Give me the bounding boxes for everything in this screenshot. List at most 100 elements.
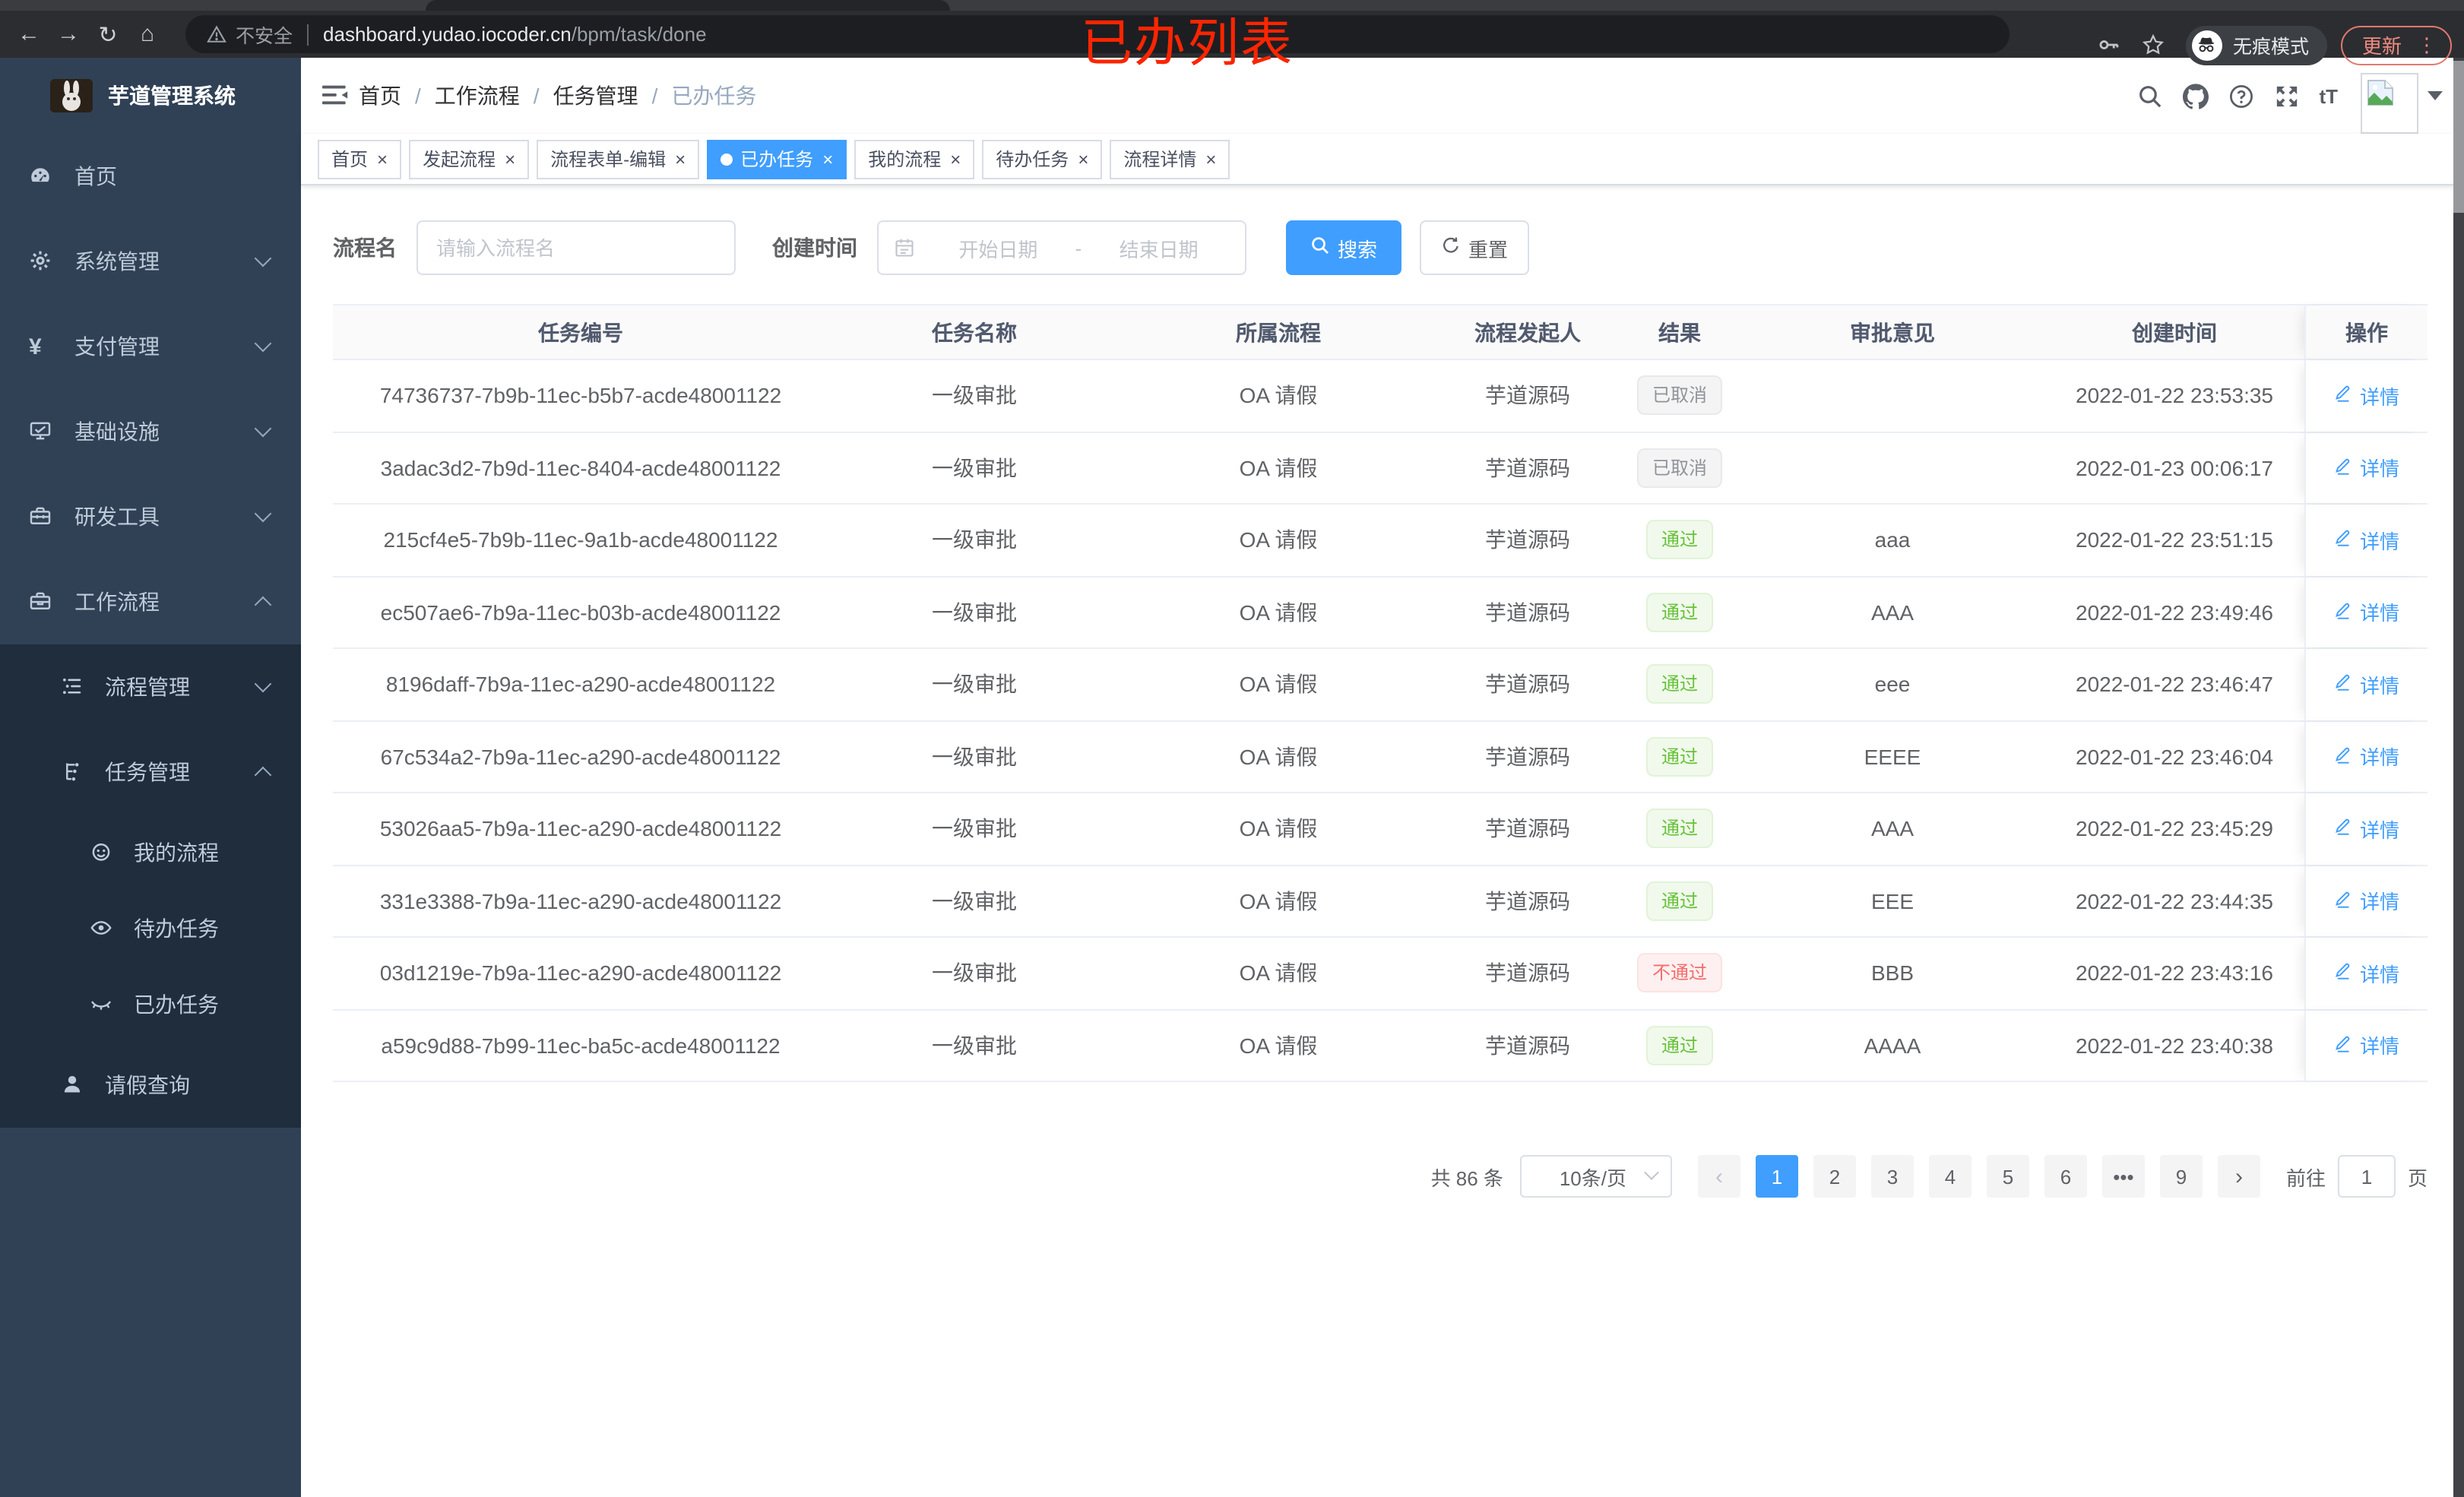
browser-menu-icon[interactable]: ⋮ <box>2417 33 2437 55</box>
github-icon[interactable] <box>2182 83 2209 109</box>
page-button-0[interactable]: 1 <box>1755 1155 1798 1198</box>
fullscreen-icon[interactable] <box>2273 83 2299 109</box>
page-size-select[interactable]: 10条/页 <box>1519 1155 1672 1198</box>
font-size-icon[interactable]: tT <box>2319 84 2338 107</box>
address-separator <box>306 24 309 45</box>
browser-forward-icon[interactable]: → <box>57 21 80 47</box>
tab-close-icon[interactable]: × <box>822 148 834 169</box>
prev-page-button[interactable]: ‹ <box>1697 1155 1740 1198</box>
sidebar-item-0[interactable]: 首页 <box>0 134 301 219</box>
bookmark-star-icon[interactable] <box>2142 33 2165 56</box>
search-icon[interactable] <box>2136 83 2162 109</box>
address-bar[interactable]: 不安全 dashboard.yudao.iocoder.cn/bpm/task/… <box>185 15 2010 53</box>
page-button-4[interactable]: 5 <box>1986 1155 2029 1198</box>
tab-5[interactable]: 待办任务 × <box>982 139 1103 179</box>
sidebar-item-4[interactable]: 研发工具 <box>0 474 301 559</box>
sidebar-item-2[interactable]: ¥ 支付管理 <box>0 304 301 389</box>
sidebar-collapse-icon[interactable] <box>322 84 348 106</box>
process-name-input[interactable] <box>436 236 716 259</box>
detail-link[interactable]: 详情 <box>2334 670 2399 699</box>
status-badge: 通过 <box>1645 736 1713 777</box>
cell-comment: AAA <box>1870 816 1914 841</box>
page-button-3[interactable]: 4 <box>1928 1155 1972 1198</box>
cell-created: 2022-01-22 23:46:04 <box>2076 744 2273 769</box>
page-scrollbar[interactable] <box>2453 58 2464 1497</box>
help-icon[interactable] <box>2228 83 2253 109</box>
tab-close-icon[interactable]: × <box>950 148 961 169</box>
edit-icon <box>2334 1033 2360 1058</box>
goto-page-input[interactable] <box>2337 1155 2396 1198</box>
detail-link[interactable]: 详情 <box>2334 887 2399 916</box>
cell-result: 通过 <box>1619 520 1740 560</box>
tab-4[interactable]: 我的流程 × <box>854 139 975 179</box>
search-button[interactable]: 搜索 <box>1286 220 1401 275</box>
update-button[interactable]: 更新 ⋮ <box>2340 25 2452 65</box>
detail-link[interactable]: 详情 <box>2334 815 2399 843</box>
tab-6[interactable]: 流程详情 × <box>1110 139 1230 179</box>
detail-link[interactable]: 详情 <box>2334 959 2399 988</box>
cell-process: OA 请假 <box>1239 961 1318 986</box>
avatar-caret-icon[interactable] <box>2428 91 2443 100</box>
key-icon[interactable] <box>2098 33 2120 56</box>
start-date-placeholder[interactable]: 开始日期 <box>958 238 1038 261</box>
browser-reload-icon[interactable]: ↻ <box>98 22 118 48</box>
sidebar-subitem-icon <box>61 1073 85 1097</box>
sidebar-subitem-2[interactable]: 我的流程 <box>0 815 301 891</box>
sidebar-item-icon <box>29 164 53 188</box>
breadcrumb-item-current: 已办任务 <box>671 84 757 108</box>
end-date-placeholder[interactable]: 结束日期 <box>1119 238 1199 261</box>
tab-close-icon[interactable]: × <box>675 148 686 169</box>
tab-close-icon[interactable]: × <box>377 148 388 169</box>
detail-link[interactable]: 详情 <box>2334 598 2399 627</box>
sidebar-item-1[interactable]: 系统管理 <box>0 219 301 304</box>
avatar[interactable] <box>2361 73 2418 134</box>
cell-action: 详情 <box>2304 360 2428 431</box>
date-range-picker[interactable]: 开始日期 - 结束日期 <box>877 220 1246 275</box>
browser-home-icon[interactable]: ⌂ <box>140 21 155 47</box>
chevron-icon <box>257 347 271 360</box>
tab-close-icon[interactable]: × <box>1205 148 1217 169</box>
detail-link[interactable]: 详情 <box>2334 381 2399 410</box>
sidebar-subitem-1[interactable]: 任务管理 <box>0 730 301 815</box>
cell-process: OA 请假 <box>1239 600 1318 625</box>
cell-comment: EEE <box>1870 888 1914 913</box>
sidebar-subitem-label: 我的流程 <box>134 840 219 865</box>
process-name-label: 流程名 <box>333 236 397 260</box>
sidebar-subitem-0[interactable]: 流程管理 <box>0 644 301 730</box>
detail-link-label: 详情 <box>2359 674 2399 698</box>
column-header: 创建时间 <box>2132 320 2217 344</box>
tab-close-icon[interactable]: × <box>505 148 516 169</box>
tab-2[interactable]: 流程表单-编辑 × <box>537 139 700 179</box>
tab-label: 流程详情 <box>1123 149 1197 170</box>
tab-0[interactable]: 首页 × <box>318 139 402 179</box>
cell-starter: 芋道源码 <box>1485 455 1570 480</box>
breadcrumb-item[interactable]: 工作流程 <box>434 84 520 108</box>
sidebar-item-5[interactable]: 工作流程 <box>0 559 301 644</box>
detail-link[interactable]: 详情 <box>2334 742 2399 771</box>
next-page-button[interactable]: › <box>2217 1155 2260 1198</box>
reset-button[interactable]: 重置 <box>1420 220 1529 275</box>
breadcrumb-item[interactable]: 首页 <box>359 84 401 108</box>
scrollbar-thumb[interactable] <box>2453 61 2464 213</box>
sidebar-item-3[interactable]: 基础设施 <box>0 389 301 474</box>
sidebar-item-label: 首页 <box>74 164 117 188</box>
browser-back-icon[interactable]: ← <box>17 21 40 47</box>
status-badge: 通过 <box>1645 809 1713 849</box>
page-button-5[interactable]: 6 <box>2044 1155 2087 1198</box>
tab-3[interactable]: 已办任务 × <box>707 139 847 179</box>
detail-link[interactable]: 详情 <box>2334 454 2399 483</box>
sidebar-subitem-3[interactable]: 待办任务 <box>0 891 301 967</box>
sidebar-subitem-4[interactable]: 已办任务 <box>0 967 301 1043</box>
page-button-1[interactable]: 2 <box>1813 1155 1856 1198</box>
detail-link[interactable]: 详情 <box>2334 1031 2399 1060</box>
breadcrumb-item[interactable]: 任务管理 <box>553 84 638 108</box>
detail-link[interactable]: 详情 <box>2334 526 2399 555</box>
sidebar-subitem-5[interactable]: 请假查询 <box>0 1043 301 1128</box>
page-button-6[interactable]: ••• <box>2101 1155 2145 1198</box>
status-badge: 已取消 <box>1636 448 1722 488</box>
sidebar-logo-row[interactable]: 芋道管理系统 <box>0 58 301 134</box>
tab-close-icon[interactable]: × <box>1078 148 1089 169</box>
tab-1[interactable]: 发起流程 × <box>409 139 530 179</box>
page-button-7[interactable]: 9 <box>2159 1155 2203 1198</box>
page-button-2[interactable]: 3 <box>1870 1155 1914 1198</box>
